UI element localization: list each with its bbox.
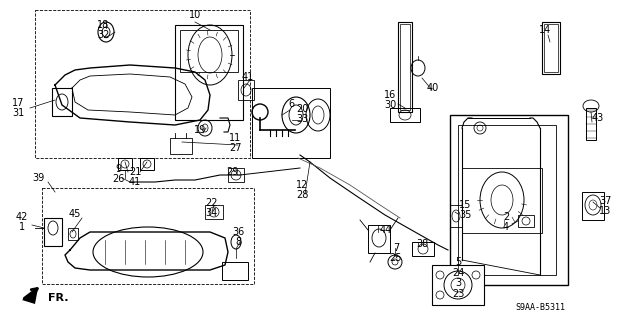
Text: 38: 38 — [416, 239, 428, 249]
Bar — [542, 22, 560, 74]
Bar — [368, 225, 390, 253]
Bar — [118, 158, 132, 170]
Text: S9AA-B5311: S9AA-B5311 — [515, 303, 565, 313]
Bar — [582, 192, 604, 220]
Text: 29: 29 — [226, 167, 238, 177]
Text: 36
8: 36 8 — [232, 226, 244, 248]
Bar — [450, 115, 568, 285]
Text: 15
35: 15 35 — [459, 200, 471, 220]
Text: 40: 40 — [427, 83, 439, 93]
Text: 18
32: 18 32 — [97, 19, 109, 41]
Bar — [228, 168, 244, 182]
Text: 14: 14 — [539, 25, 551, 35]
Text: 5
24
3
23: 5 24 3 23 — [452, 257, 464, 299]
Polygon shape — [22, 288, 38, 304]
Text: 42
1: 42 1 — [16, 211, 28, 233]
Bar — [140, 158, 154, 170]
Text: 10: 10 — [189, 10, 201, 20]
Text: 12
28: 12 28 — [296, 180, 308, 200]
Text: 22
34: 22 34 — [205, 197, 217, 219]
Bar — [205, 205, 223, 219]
Text: FR.: FR. — [48, 293, 68, 303]
Text: 41: 41 — [242, 72, 254, 82]
Text: 45: 45 — [69, 209, 81, 219]
Text: 20
33: 20 33 — [296, 104, 308, 124]
Text: 39: 39 — [32, 173, 44, 183]
Text: 7
25: 7 25 — [390, 243, 403, 263]
Bar — [170, 138, 192, 154]
Bar — [398, 22, 412, 112]
Bar — [450, 205, 462, 227]
Bar — [35, 10, 250, 158]
Text: 44: 44 — [380, 225, 392, 235]
Bar — [412, 242, 434, 256]
Bar — [390, 108, 420, 122]
Bar — [252, 88, 330, 158]
Bar — [400, 24, 410, 110]
Text: 43: 43 — [592, 113, 604, 123]
Text: 16
30: 16 30 — [384, 90, 396, 110]
Text: 11
27: 11 27 — [228, 133, 241, 153]
Text: 21
41: 21 41 — [129, 167, 141, 187]
Text: 37
13: 37 13 — [599, 196, 611, 216]
Bar — [544, 24, 558, 72]
Text: 19: 19 — [194, 125, 206, 135]
Bar — [432, 265, 484, 305]
Bar — [52, 88, 72, 116]
Bar — [458, 125, 556, 275]
Text: 9
26: 9 26 — [112, 164, 124, 184]
Bar — [180, 30, 238, 72]
Bar — [175, 25, 243, 120]
Text: 2
4: 2 4 — [503, 211, 509, 233]
Bar — [222, 262, 248, 280]
Text: 17
31: 17 31 — [12, 98, 24, 118]
Bar — [68, 228, 78, 240]
Bar — [42, 188, 254, 284]
Bar — [44, 218, 62, 246]
Bar — [238, 80, 254, 100]
Text: 6: 6 — [288, 99, 294, 109]
Bar — [586, 108, 596, 140]
Bar — [518, 215, 534, 227]
Bar — [462, 168, 542, 233]
